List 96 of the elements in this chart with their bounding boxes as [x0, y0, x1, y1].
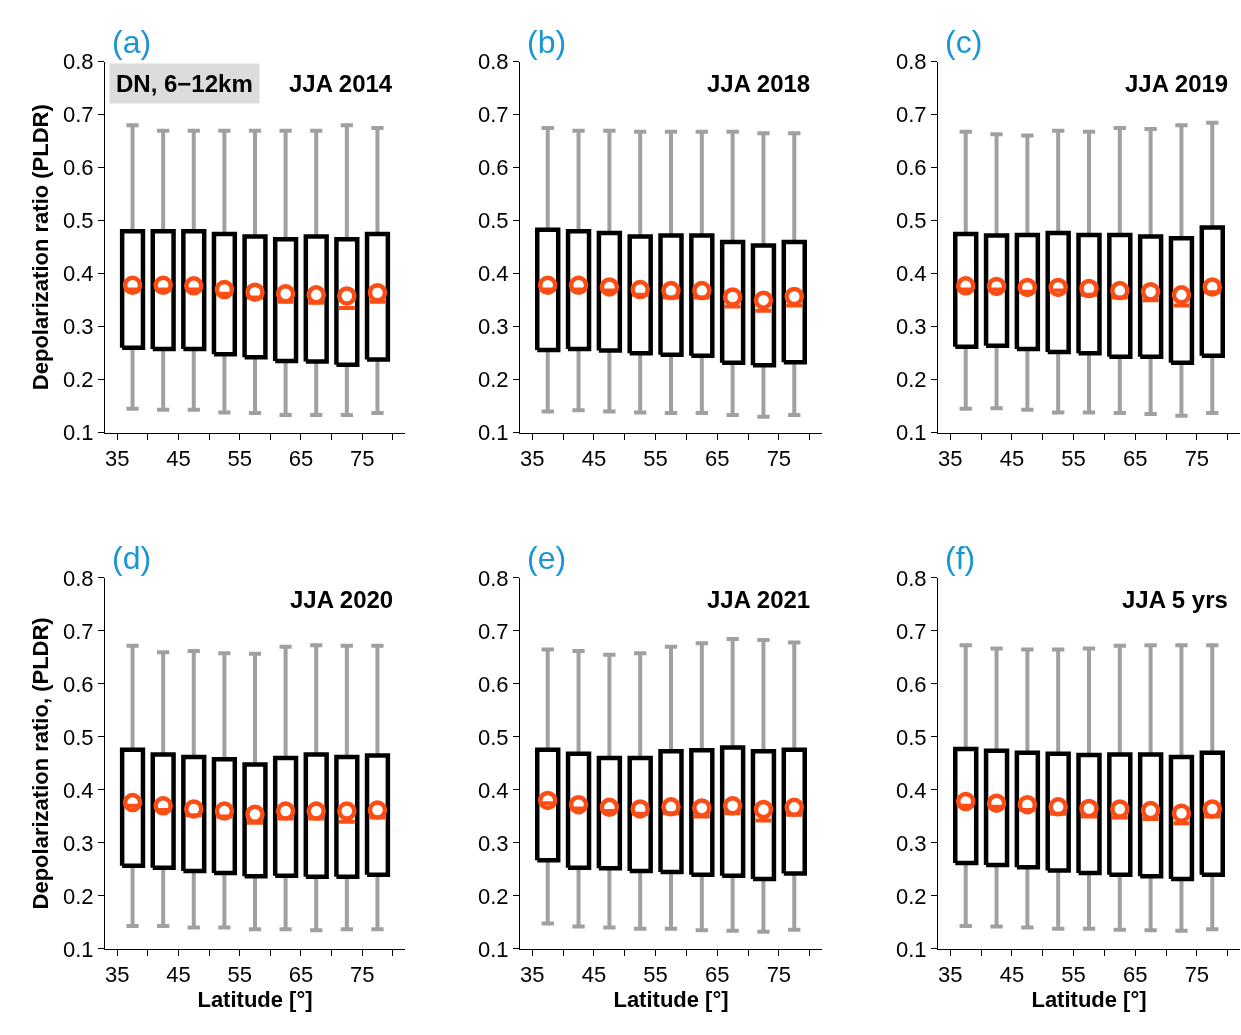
- y-tick-label: 0.3: [62, 830, 94, 856]
- x-tick-label: 75: [1184, 446, 1210, 472]
- y-tick-label: 0.3: [62, 314, 94, 340]
- x-tick-label: 45: [581, 446, 607, 472]
- y-tick-label: 0.4: [477, 777, 509, 803]
- x-tick-label: 55: [643, 446, 668, 472]
- x-tick-label: 65: [288, 446, 314, 472]
- y-tick-label: 0.6: [895, 671, 927, 697]
- x-tick-label: 75: [766, 962, 792, 988]
- y-tick-label: 0.8: [895, 565, 927, 591]
- y-tick-label: 0.3: [477, 830, 509, 856]
- x-tick-label: 45: [166, 962, 191, 988]
- x-tick-label: 65: [1122, 962, 1148, 988]
- y-tick-label: 0.6: [477, 155, 509, 181]
- y-axis-title: Depolarization ratio (PLDR): [27, 104, 53, 391]
- x-tick-label: 65: [1122, 446, 1148, 472]
- x-tick-label: 45: [581, 962, 607, 988]
- x-axis-title: Latitude [°]: [613, 987, 729, 1013]
- y-axis-title: Depolarization ratio, (PLDR): [27, 617, 53, 910]
- y-tick-label: 0.6: [62, 671, 94, 697]
- y-tick-label: 0.4: [62, 777, 94, 803]
- text: (c): [945, 24, 983, 60]
- chart-title: JJA 2021: [707, 586, 811, 613]
- chart-title: JJA 5 yrs: [1122, 586, 1228, 613]
- annotation: DN, 6−12km: [116, 70, 253, 97]
- chart-title: JJA 2018: [707, 70, 811, 97]
- y-tick-label: 0.2: [477, 883, 509, 909]
- y-tick-label: 0.1: [895, 420, 927, 446]
- text: (b): [527, 24, 567, 60]
- y-tick-label: 0.4: [895, 261, 927, 287]
- y-tick-label: 0.1: [62, 420, 94, 446]
- y-tick-label: 0.8: [477, 565, 509, 591]
- y-tick-label: 0.8: [895, 49, 927, 75]
- x-tick-label: 55: [227, 962, 252, 988]
- x-tick-label: 35: [520, 962, 545, 988]
- text: (f): [945, 540, 976, 576]
- y-tick-label: 0.3: [895, 314, 927, 340]
- chart-title: JJA 2019: [1125, 70, 1229, 97]
- y-tick-label: 0.4: [62, 261, 94, 287]
- y-tick-label: 0.2: [895, 367, 927, 393]
- y-tick-label: 0.7: [62, 102, 94, 128]
- y-tick-label: 0.3: [895, 830, 927, 856]
- y-tick-label: 0.2: [62, 367, 94, 393]
- y-tick-label: 0.7: [895, 618, 927, 644]
- y-tick-label: 0.2: [895, 883, 927, 909]
- y-tick-label: 0.7: [895, 102, 927, 128]
- x-tick-label: 65: [704, 446, 730, 472]
- x-tick-label: 55: [1061, 446, 1086, 472]
- y-tick-label: 0.5: [895, 724, 927, 750]
- y-tick-label: 0.1: [477, 936, 509, 962]
- y-tick-label: 0.6: [477, 671, 509, 697]
- y-tick-label: 0.3: [477, 314, 509, 340]
- y-tick-label: 0.5: [895, 208, 927, 234]
- y-tick-label: 0.5: [477, 724, 509, 750]
- y-tick-label: 0.1: [477, 420, 509, 446]
- x-tick-label: 65: [288, 962, 314, 988]
- x-tick-label: 55: [643, 962, 668, 988]
- y-tick-label: 0.1: [895, 936, 927, 962]
- x-tick-label: 65: [704, 962, 730, 988]
- x-tick-label: 55: [227, 446, 252, 472]
- y-tick-label: 0.2: [62, 883, 94, 909]
- x-tick-label: 55: [1061, 962, 1086, 988]
- chart-title: JJA 2020: [290, 586, 394, 613]
- x-tick-label: 45: [999, 446, 1025, 472]
- y-tick-label: 0.8: [62, 565, 94, 591]
- y-tick-label: 0.5: [477, 208, 509, 234]
- x-tick-label: 35: [938, 446, 963, 472]
- y-tick-label: 0.7: [62, 618, 94, 644]
- x-tick-label: 75: [349, 446, 375, 472]
- text: (e): [527, 540, 567, 576]
- x-tick-label: 45: [999, 962, 1025, 988]
- x-tick-label: 75: [349, 962, 375, 988]
- x-tick-label: 45: [166, 446, 191, 472]
- x-tick-label: 75: [766, 446, 792, 472]
- x-tick-label: 35: [520, 446, 545, 472]
- y-tick-label: 0.6: [62, 155, 94, 181]
- x-tick-label: 75: [1184, 962, 1210, 988]
- y-tick-label: 0.6: [895, 155, 927, 181]
- y-tick-label: 0.8: [62, 49, 94, 75]
- y-tick-label: 0.5: [62, 208, 94, 234]
- y-tick-label: 0.7: [477, 618, 509, 644]
- x-tick-label: 35: [105, 446, 130, 472]
- y-tick-label: 0.4: [477, 261, 509, 287]
- y-tick-label: 0.7: [477, 102, 509, 128]
- x-axis-title: Latitude [°]: [1031, 987, 1147, 1013]
- text: (a): [112, 24, 152, 60]
- x-tick-label: 35: [938, 962, 963, 988]
- y-tick-label: 0.4: [895, 777, 927, 803]
- x-axis-title: Latitude [°]: [197, 987, 313, 1013]
- y-tick-label: 0.8: [477, 49, 509, 75]
- y-tick-label: 0.2: [477, 367, 509, 393]
- text: (d): [112, 540, 152, 576]
- chart-title: JJA 2014: [289, 70, 393, 97]
- y-tick-label: 0.5: [62, 724, 94, 750]
- x-tick-label: 35: [105, 962, 130, 988]
- y-tick-label: 0.1: [62, 936, 94, 962]
